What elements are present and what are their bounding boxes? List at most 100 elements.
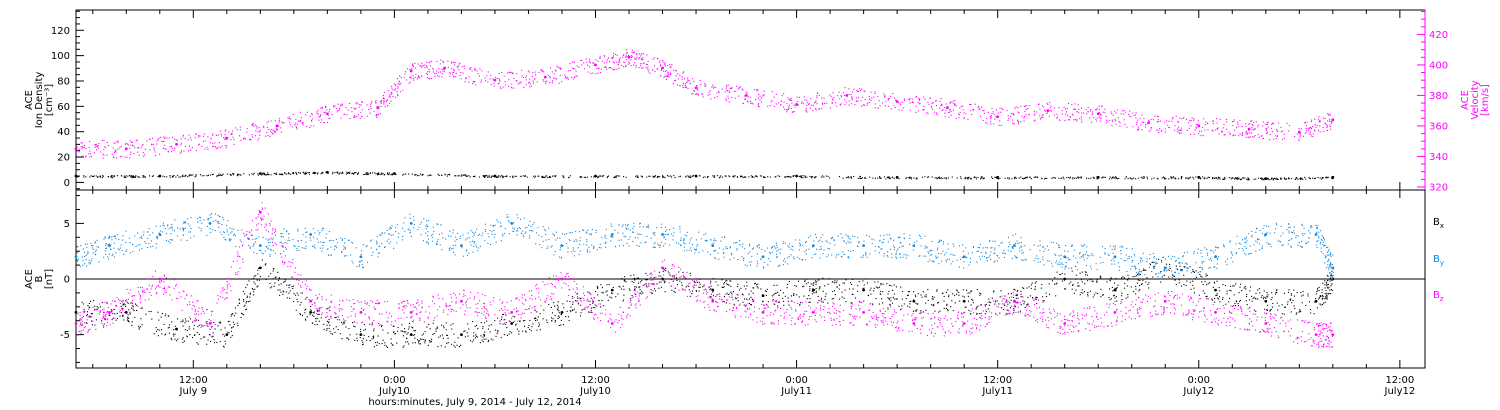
data-point-fill xyxy=(1137,126,1139,128)
data-point-fill xyxy=(932,304,934,306)
data-point-fill xyxy=(940,177,942,179)
data-point-fill xyxy=(692,78,694,80)
data-point-fill xyxy=(412,334,414,336)
data-point-fill xyxy=(127,320,129,322)
data-point-fill xyxy=(1079,294,1081,296)
data-point-fill xyxy=(819,108,821,110)
data-point-fill xyxy=(1252,297,1254,300)
data-point-fill xyxy=(576,300,578,302)
data-point-fill xyxy=(184,322,186,324)
data-point-fill xyxy=(354,339,356,341)
data-point-fill xyxy=(313,171,315,174)
data-point-fill xyxy=(1152,261,1154,263)
data-point-fill xyxy=(1190,125,1192,127)
data-point-fill xyxy=(157,236,159,238)
data-point-fill xyxy=(432,322,434,324)
data-point-fill xyxy=(1266,295,1268,297)
data-point-fill xyxy=(950,101,952,103)
data-point-fill xyxy=(308,171,310,173)
data-point-fill xyxy=(1180,270,1182,272)
data-point-fill xyxy=(1323,302,1325,304)
data-point-fill xyxy=(1281,304,1283,306)
data-point-fill xyxy=(122,316,124,318)
data-point-fill xyxy=(332,105,334,107)
data-point-fill xyxy=(1241,126,1243,128)
data-point-fill xyxy=(496,77,498,80)
data-point-fill xyxy=(478,75,480,77)
data-point-fill xyxy=(1142,279,1144,281)
data-point-fill xyxy=(457,337,459,339)
data-point-fill xyxy=(581,59,583,61)
data-point-fill xyxy=(1104,108,1106,110)
data-point-fill xyxy=(136,139,138,141)
data-point-fill xyxy=(213,342,216,344)
data-point-fill xyxy=(1193,119,1195,121)
data-point-fill xyxy=(1254,128,1256,130)
data-point-fill xyxy=(1115,123,1117,125)
data-point-fill xyxy=(88,306,90,308)
data-point-fill xyxy=(125,230,127,232)
data-point-fill xyxy=(788,98,790,100)
data-point-fill xyxy=(806,100,808,102)
data-point-fill xyxy=(1302,135,1304,137)
data-point-fill xyxy=(572,301,574,303)
data-point-fill xyxy=(369,112,371,114)
data-point-fill xyxy=(1249,307,1251,309)
data-point-fill xyxy=(773,284,775,287)
data-point-fill xyxy=(970,110,972,112)
data-point-fill xyxy=(1095,292,1097,294)
data-point-fill xyxy=(84,243,86,245)
data-point-fill xyxy=(696,281,698,284)
data-point-fill xyxy=(563,307,565,309)
data-point-fill xyxy=(391,173,393,175)
data-point-fill xyxy=(1320,304,1322,306)
data-point-fill xyxy=(1092,296,1094,298)
data-point-fill xyxy=(934,177,936,179)
data-point-fill xyxy=(495,77,497,79)
data-point-fill xyxy=(393,331,395,333)
data-point-fill xyxy=(1128,277,1130,279)
data-point-fill xyxy=(259,275,261,277)
data-point-fill xyxy=(225,139,227,141)
data-point-fill xyxy=(83,251,86,253)
data-point-fill xyxy=(314,324,316,326)
data-point-fill xyxy=(378,114,380,116)
data-point-fill xyxy=(1282,138,1284,140)
data-point-fill xyxy=(1161,177,1163,179)
data-point-fill xyxy=(790,97,792,99)
data-point-fill xyxy=(473,68,475,70)
data-point-fill xyxy=(1120,277,1123,279)
data-point-fill xyxy=(94,146,96,148)
data-point-fill xyxy=(1193,178,1195,180)
data-point-fill xyxy=(1144,176,1146,178)
data-point-fill xyxy=(94,250,96,252)
data-point-fill xyxy=(432,71,434,73)
data-point-fill xyxy=(122,304,124,306)
data-point-fill xyxy=(1077,282,1079,284)
data-point-fill xyxy=(611,297,613,299)
data-point-fill xyxy=(740,176,742,178)
data-point-fill xyxy=(815,100,817,102)
data-point-fill xyxy=(439,335,441,337)
data-point-fill xyxy=(667,64,669,67)
data-point-fill xyxy=(649,175,651,177)
data-point-fill xyxy=(750,296,752,298)
data-point-fill xyxy=(1253,128,1255,130)
data-point-fill xyxy=(99,311,101,313)
data-point-fill xyxy=(81,148,83,150)
data-point-fill xyxy=(359,104,361,106)
data-point-fill xyxy=(578,66,580,68)
data-point-fill xyxy=(1096,178,1098,180)
data-point-fill xyxy=(884,95,886,97)
data-point-fill xyxy=(999,120,1001,122)
data-point-fill xyxy=(76,155,78,157)
data-point-fill xyxy=(1310,131,1312,133)
data-point-fill xyxy=(815,283,817,285)
data-point-fill xyxy=(814,177,816,179)
data-point-fill xyxy=(1219,118,1221,120)
data-point-fill xyxy=(288,118,290,120)
data-point-fill xyxy=(268,129,270,131)
data-point-fill xyxy=(209,340,212,342)
data-point-fill xyxy=(163,140,165,142)
data-point-fill xyxy=(800,176,802,178)
